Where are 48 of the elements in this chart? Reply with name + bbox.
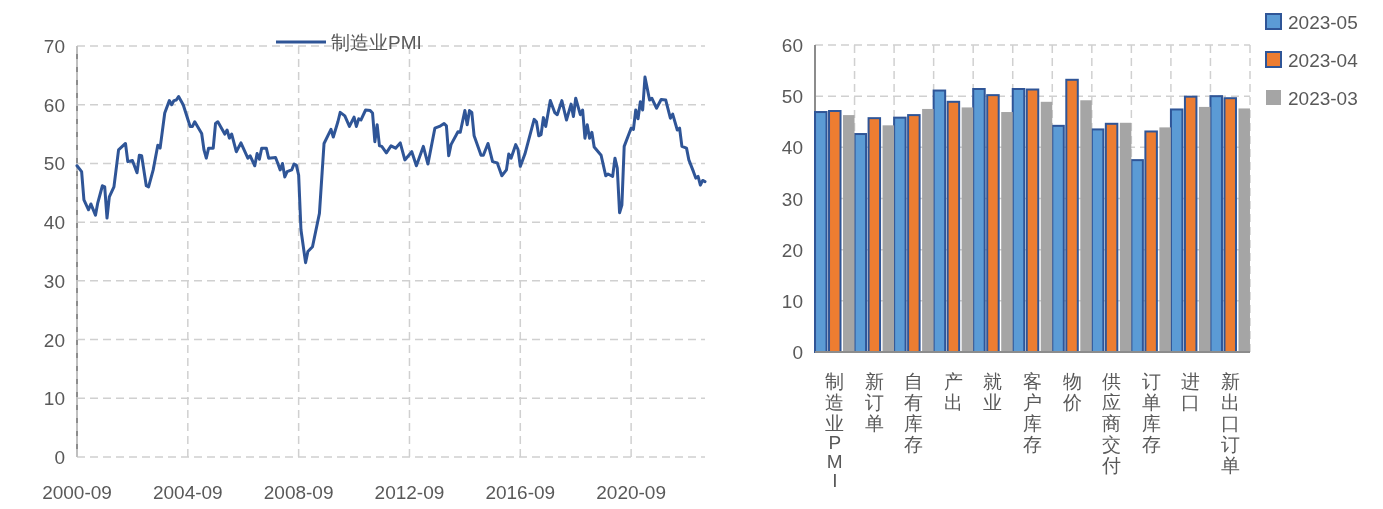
bar — [882, 125, 895, 352]
x-tick-label: 物价 — [1061, 371, 1082, 413]
y-tick-label: 60 — [43, 94, 65, 116]
bar — [1159, 127, 1171, 352]
y-tick-label: 50 — [781, 86, 803, 108]
x-tick-label: 客户库存 — [1023, 371, 1042, 455]
x-tick-label: 订单库存 — [1141, 371, 1161, 455]
legend-label: 制造业PMI — [331, 32, 422, 53]
bar — [1001, 112, 1013, 352]
y-tick-label: 40 — [781, 137, 803, 159]
x-tick-label: 2004-09 — [152, 482, 223, 503]
x-tick-label: 2016-09 — [485, 482, 556, 503]
bar — [1119, 122, 1132, 352]
bar — [1040, 101, 1053, 352]
bar — [1238, 108, 1250, 352]
bar — [961, 107, 974, 352]
x-tick-label: 自有库存 — [904, 371, 924, 455]
x-tick-label: 2000-09 — [42, 482, 112, 503]
y-tick-label: 20 — [781, 239, 803, 261]
x-tick-label: 2020-09 — [596, 482, 666, 503]
legend-label: 2023-03 — [1288, 88, 1358, 109]
y-tick-label: 70 — [43, 36, 65, 57]
legend-label: 2023-05 — [1288, 12, 1358, 33]
x-tick-label: 供应商交付 — [1101, 371, 1122, 476]
line-series — [75, 75, 707, 265]
y-tick-label: 30 — [781, 188, 803, 210]
y-tick-label: 10 — [43, 388, 65, 410]
x-tick-label: 2012-09 — [374, 482, 445, 503]
x-tick-label: 就业 — [983, 371, 1003, 413]
bar — [843, 115, 855, 352]
legend-label: 2023-04 — [1288, 50, 1359, 71]
y-tick-label: 0 — [792, 342, 803, 363]
x-tick-label: 2008-09 — [263, 482, 334, 503]
bar — [922, 108, 934, 352]
x-tick-label: 制造业PMI — [825, 371, 845, 491]
bar — [1198, 106, 1211, 352]
y-tick-label: 50 — [43, 153, 65, 175]
y-tick-label: 30 — [43, 270, 65, 292]
y-tick-label: 20 — [43, 329, 65, 351]
y-tick-label: 40 — [43, 212, 65, 234]
x-tick-label: 新出口订单 — [1220, 371, 1240, 476]
y-tick-label: 10 — [781, 290, 803, 312]
x-tick-label: 进口 — [1181, 371, 1201, 413]
bar — [1080, 100, 1092, 352]
x-tick-label: 新订单 — [864, 371, 884, 434]
x-tick-label: 产出 — [943, 371, 963, 413]
y-tick-label: 60 — [781, 35, 803, 56]
y-tick-label: 0 — [54, 447, 65, 468]
